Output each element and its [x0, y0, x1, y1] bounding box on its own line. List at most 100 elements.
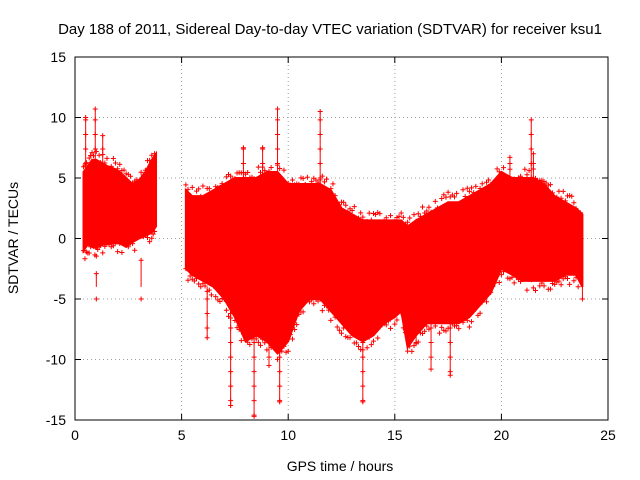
data-point — [232, 176, 238, 182]
data-point — [262, 340, 268, 346]
data-point — [317, 117, 323, 123]
data-point — [360, 214, 366, 220]
data-point — [294, 322, 300, 328]
data-point — [251, 354, 257, 360]
data-point — [360, 398, 366, 404]
data-point — [115, 249, 121, 255]
data-point — [240, 146, 246, 152]
data-point — [498, 272, 504, 278]
data-point — [392, 218, 398, 224]
data-point — [492, 280, 498, 286]
data-point — [473, 183, 479, 189]
data-point — [324, 176, 330, 182]
data-point — [93, 253, 99, 259]
data-point — [439, 196, 445, 202]
data-point — [528, 146, 534, 152]
data-point — [398, 210, 404, 216]
data-point — [413, 325, 419, 331]
data-point — [204, 325, 210, 331]
data-point — [144, 234, 150, 240]
data-point — [93, 296, 99, 302]
data-point — [83, 175, 89, 181]
y-tick-label: 10 — [50, 110, 66, 126]
data-point — [187, 273, 193, 279]
data-point — [447, 325, 453, 331]
data-point — [228, 296, 234, 302]
data-point — [211, 190, 217, 196]
data-point — [92, 117, 98, 123]
data-point — [507, 175, 513, 181]
data-point — [100, 175, 106, 181]
data-point — [434, 316, 440, 322]
data-point — [360, 340, 366, 346]
data-point — [454, 323, 460, 329]
data-point — [511, 280, 517, 286]
data-point — [364, 345, 370, 351]
data-point — [232, 317, 238, 323]
data-point — [370, 338, 376, 344]
data-point — [136, 178, 142, 184]
data-point — [100, 133, 106, 139]
data-point — [113, 239, 119, 245]
data-point — [149, 235, 155, 241]
data-point — [83, 160, 89, 166]
data-point — [82, 256, 88, 262]
y-tick-label: -10 — [46, 352, 66, 368]
data-point — [83, 117, 89, 123]
x-tick-label: 25 — [600, 427, 616, 443]
data-point — [507, 160, 513, 166]
data-point — [255, 339, 261, 345]
data-point — [428, 296, 434, 302]
data-point — [456, 326, 462, 332]
data-point — [475, 192, 481, 198]
data-point — [479, 299, 485, 305]
data-point — [142, 167, 148, 173]
data-point — [392, 321, 398, 327]
data-point — [95, 246, 101, 252]
data-point — [266, 354, 272, 360]
data-point — [191, 197, 197, 203]
data-point — [573, 274, 579, 280]
data-point — [302, 181, 308, 187]
data-point — [83, 131, 89, 137]
data-point — [194, 276, 200, 282]
data-point — [447, 354, 453, 360]
data-point — [388, 325, 394, 331]
data-point — [573, 205, 579, 211]
data-point — [471, 308, 477, 314]
data-point — [513, 274, 519, 280]
data-point — [426, 204, 432, 210]
x-tick-label: 20 — [494, 427, 510, 443]
data-point — [275, 146, 281, 152]
data-point — [104, 155, 110, 161]
data-point — [277, 311, 283, 317]
data-point — [300, 175, 306, 181]
data-point — [92, 160, 98, 166]
data-point — [289, 336, 295, 342]
data-point — [326, 190, 332, 196]
chart-title: Day 188 of 2011, Sidereal Day-to-day VTE… — [58, 21, 602, 38]
data-point — [319, 308, 325, 314]
data-point — [221, 296, 227, 302]
data-point — [522, 275, 528, 281]
data-point — [530, 160, 536, 166]
data-point — [317, 160, 323, 166]
data-point — [266, 168, 272, 174]
data-point — [558, 195, 564, 201]
data-point — [251, 369, 257, 375]
data-point — [494, 273, 500, 279]
data-point — [202, 194, 208, 200]
data-point — [287, 182, 293, 188]
data-point — [473, 303, 479, 309]
data-point — [266, 325, 272, 331]
data-point — [142, 232, 148, 238]
data-point — [245, 170, 251, 176]
data-point — [211, 283, 217, 289]
data-point — [513, 179, 519, 185]
data-point — [149, 152, 155, 158]
data-point — [481, 294, 487, 300]
data-point — [251, 325, 257, 331]
data-point — [569, 193, 575, 199]
data-point — [477, 310, 483, 316]
data-point — [130, 241, 136, 247]
